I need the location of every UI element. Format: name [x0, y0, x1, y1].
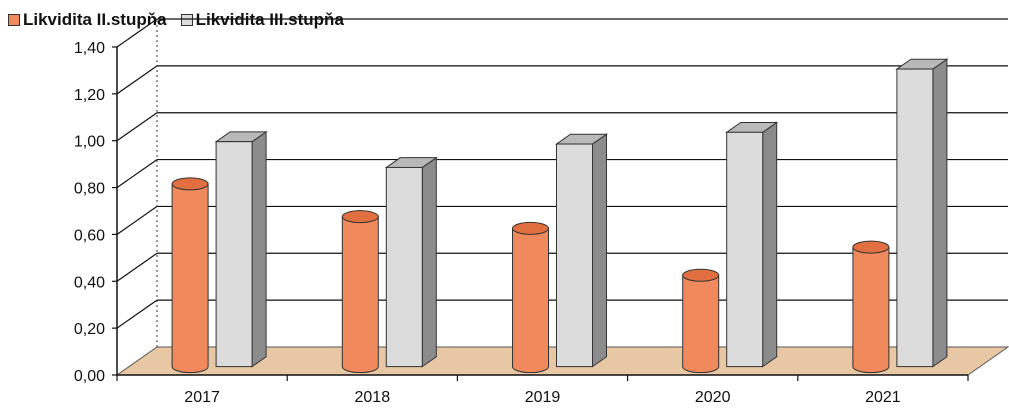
y-tick-label: 1,40: [74, 40, 105, 57]
bar-series-1-2020: [682, 274, 720, 374]
legend-swatch-series-1: [8, 14, 20, 26]
y-tick-label: 0,20: [74, 321, 105, 338]
bar-series-2-2018: [385, 166, 423, 368]
x-tick-label: 2017: [184, 389, 220, 406]
gridline-side: [116, 159, 158, 189]
bar-side-series-2-2018: [421, 156, 437, 368]
bar-cap-series-1-2019: [512, 221, 549, 235]
bar-cap-series-1-2021: [852, 240, 890, 254]
legend-label-series-1: Likvidita II.stupňa: [23, 10, 167, 29]
y-tick-label: 1,20: [74, 87, 105, 104]
gridline-side: [116, 205, 158, 235]
legend-item-series-1: Likvidita II.stupňa: [8, 10, 167, 30]
gridline-side: [116, 252, 158, 282]
gridline-side: [116, 65, 158, 95]
bar-cap-series-1-2020: [682, 268, 720, 282]
bar-series-2-2021: [896, 68, 934, 368]
x-tick-label: 2021: [865, 389, 901, 406]
bar-series-2-2019: [556, 143, 593, 368]
bar-cap-series-1-2017: [171, 177, 209, 191]
legend-swatch-series-2: [180, 14, 193, 26]
y-tick-label: 1,00: [74, 134, 105, 151]
y-tick-label: 0,60: [74, 227, 105, 244]
y-tick-label: 0,40: [74, 274, 105, 291]
bar-series-1-2021: [852, 246, 890, 374]
bar-series-1-2019: [512, 227, 549, 374]
y-tick-label: 0,80: [74, 181, 105, 198]
bar-cap-series-1-2018: [341, 210, 379, 224]
bar-side-series-2-2017: [251, 130, 267, 368]
bar-series-2-2017: [215, 141, 253, 368]
bar-side-series-2-2020: [762, 121, 778, 368]
bar-side-series-2-2019: [592, 133, 607, 368]
x-tick-label: 2020: [695, 389, 731, 406]
bar-side-series-2-2021: [932, 58, 948, 368]
x-tick-label: 2019: [525, 389, 561, 406]
bar-series-1-2018: [341, 216, 379, 374]
bar-series-1-2017: [171, 183, 209, 374]
gridline-side: [116, 299, 158, 329]
gridline-side: [116, 112, 158, 142]
y-tick-label: 0,00: [74, 368, 105, 385]
gridline-side: [116, 18, 158, 48]
x-tick-label: 2018: [355, 389, 391, 406]
bar-series-2-2020: [726, 131, 764, 368]
